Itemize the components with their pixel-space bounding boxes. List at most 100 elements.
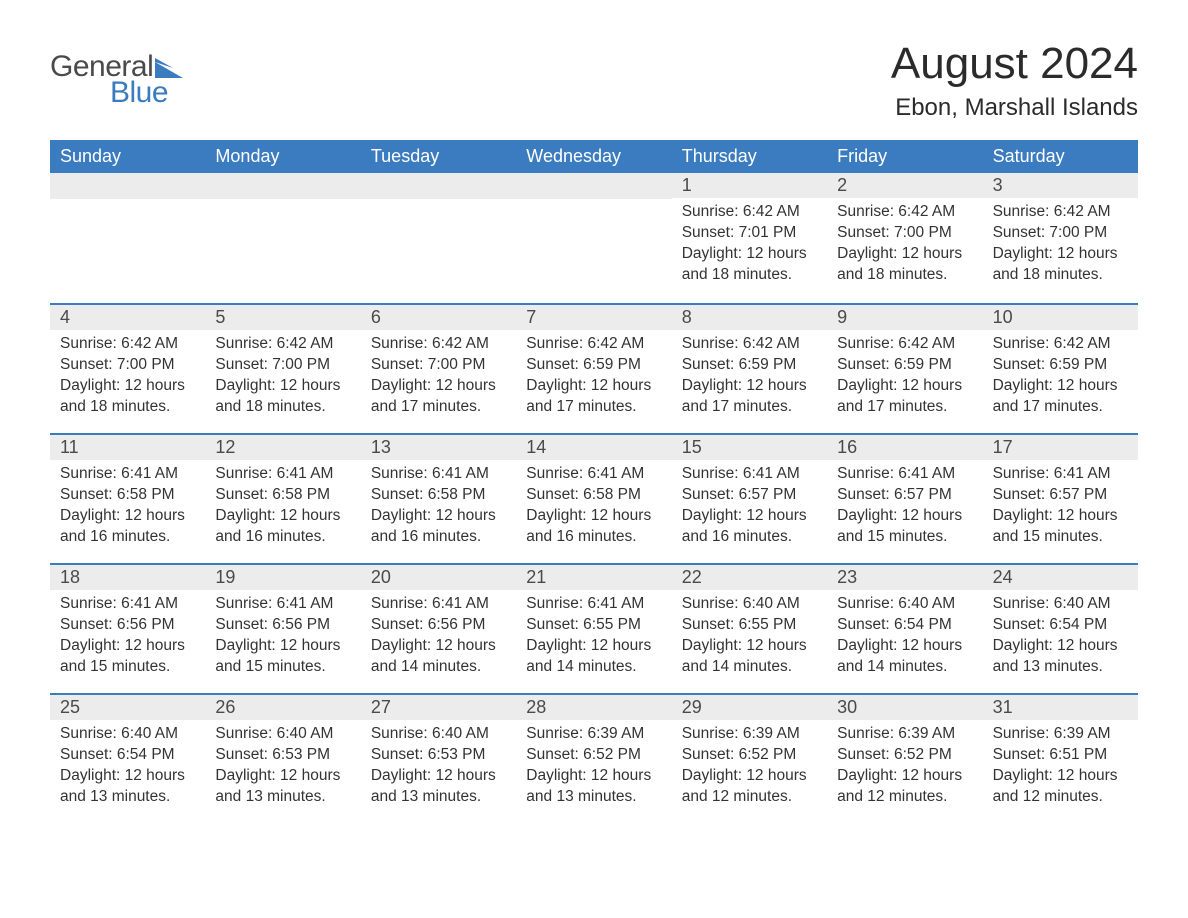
sunrise-text: Sunrise: 6:41 AM <box>837 464 976 485</box>
sunrise-text: Sunrise: 6:39 AM <box>682 724 821 745</box>
day-details: Sunrise: 6:41 AMSunset: 6:58 PMDaylight:… <box>522 464 665 548</box>
sunrise-text: Sunrise: 6:41 AM <box>215 594 354 615</box>
day-details: Sunrise: 6:39 AMSunset: 6:52 PMDaylight:… <box>678 724 821 808</box>
day-details: Sunrise: 6:40 AMSunset: 6:54 PMDaylight:… <box>56 724 199 808</box>
sunrise-text: Sunrise: 6:42 AM <box>526 334 665 355</box>
sunset-text: Sunset: 6:53 PM <box>215 745 354 766</box>
day-details: Sunrise: 6:41 AMSunset: 6:57 PMDaylight:… <box>678 464 821 548</box>
day-number: 10 <box>993 307 1013 327</box>
day-details: Sunrise: 6:40 AMSunset: 6:54 PMDaylight:… <box>833 594 976 678</box>
sunset-text: Sunset: 6:56 PM <box>215 615 354 636</box>
day-details: Sunrise: 6:39 AMSunset: 6:52 PMDaylight:… <box>522 724 665 808</box>
day-cell: 21Sunrise: 6:41 AMSunset: 6:55 PMDayligh… <box>516 565 671 693</box>
day-cell: 24Sunrise: 6:40 AMSunset: 6:54 PMDayligh… <box>983 565 1138 693</box>
sunset-text: Sunset: 6:58 PM <box>215 485 354 506</box>
day-number-row: 28 <box>516 695 671 720</box>
sunrise-text: Sunrise: 6:41 AM <box>526 464 665 485</box>
day-details: Sunrise: 6:41 AMSunset: 6:56 PMDaylight:… <box>367 594 510 678</box>
weekday-header: Friday <box>827 140 982 173</box>
day-number: 25 <box>60 697 80 717</box>
day-number: 21 <box>526 567 546 587</box>
week-row: 4Sunrise: 6:42 AMSunset: 7:00 PMDaylight… <box>50 303 1138 433</box>
empty-day-number-row <box>50 173 205 199</box>
daylight-text: Daylight: 12 hours and 13 minutes. <box>371 766 510 808</box>
sunrise-text: Sunrise: 6:42 AM <box>215 334 354 355</box>
sunrise-text: Sunrise: 6:42 AM <box>837 334 976 355</box>
sunrise-text: Sunrise: 6:39 AM <box>837 724 976 745</box>
day-number-row: 31 <box>983 695 1138 720</box>
day-number: 28 <box>526 697 546 717</box>
day-cell: 29 Sunrise: 6:39 AMSunset: 6:52 PMDayligh… <box>672 695 827 823</box>
day-number: 4 <box>60 307 70 327</box>
day-number: 3 <box>993 175 1003 195</box>
day-number-row: 2 <box>827 173 982 198</box>
sunset-text: Sunset: 6:59 PM <box>993 355 1132 376</box>
day-number: 30 <box>837 697 857 717</box>
day-number: 9 <box>837 307 847 327</box>
day-number-row: 1 <box>672 173 827 198</box>
day-details: Sunrise: 6:41 AMSunset: 6:58 PMDaylight:… <box>211 464 354 548</box>
day-number-row: 12 <box>205 435 360 460</box>
day-number: 29 <box>682 697 702 717</box>
daylight-text: Daylight: 12 hours and 13 minutes. <box>60 766 199 808</box>
sunset-text: Sunset: 6:53 PM <box>371 745 510 766</box>
day-number-row: 24 <box>983 565 1138 590</box>
daylight-text: Daylight: 12 hours and 17 minutes. <box>993 376 1132 418</box>
sunrise-text: Sunrise: 6:40 AM <box>837 594 976 615</box>
day-cell <box>50 173 205 303</box>
day-number-row: 10 <box>983 305 1138 330</box>
daylight-text: Daylight: 12 hours and 16 minutes. <box>60 506 199 548</box>
week-row: 11Sunrise: 6:41 AMSunset: 6:58 PMDayligh… <box>50 433 1138 563</box>
day-number: 8 <box>682 307 692 327</box>
daylight-text: Daylight: 12 hours and 15 minutes. <box>993 506 1132 548</box>
day-details: Sunrise: 6:39 AMSunset: 6:51 PMDaylight:… <box>989 724 1132 808</box>
day-number: 23 <box>837 567 857 587</box>
sunrise-text: Sunrise: 6:40 AM <box>371 724 510 745</box>
daylight-text: Daylight: 12 hours and 15 minutes. <box>837 506 976 548</box>
day-number: 14 <box>526 437 546 457</box>
daylight-text: Daylight: 12 hours and 12 minutes. <box>837 766 976 808</box>
sunrise-text: Sunrise: 6:41 AM <box>60 594 199 615</box>
sunrise-text: Sunrise: 6:41 AM <box>215 464 354 485</box>
day-number: 17 <box>993 437 1013 457</box>
sunrise-text: Sunrise: 6:39 AM <box>526 724 665 745</box>
day-number-row: 23 <box>827 565 982 590</box>
day-details: Sunrise: 6:42 AMSunset: 7:00 PMDaylight:… <box>989 202 1132 286</box>
day-number-row: 30 <box>827 695 982 720</box>
daylight-text: Daylight: 12 hours and 18 minutes. <box>60 376 199 418</box>
sunset-text: Sunset: 6:54 PM <box>993 615 1132 636</box>
title-block: August 2024 Ebon, Marshall Islands <box>891 40 1138 122</box>
month-title: August 2024 <box>891 40 1138 88</box>
day-cell: 4Sunrise: 6:42 AMSunset: 7:00 PMDaylight… <box>50 305 205 433</box>
day-number-row: 3 <box>983 173 1138 198</box>
day-cell: 23 Sunrise: 6:40 AMSunset: 6:54 PMDayligh… <box>827 565 982 693</box>
calendar-grid: Sunday Monday Tuesday Wednesday Thursday… <box>50 140 1138 823</box>
sunrise-text: Sunrise: 6:40 AM <box>682 594 821 615</box>
day-number-row: 19 <box>205 565 360 590</box>
weekday-header: Monday <box>205 140 360 173</box>
day-cell: 9 Sunrise: 6:42 AMSunset: 6:59 PMDaylight… <box>827 305 982 433</box>
day-number: 16 <box>837 437 857 457</box>
day-cell: 11Sunrise: 6:41 AMSunset: 6:58 PMDayligh… <box>50 435 205 563</box>
sunrise-text: Sunrise: 6:42 AM <box>993 202 1132 223</box>
weekday-header-row: Sunday Monday Tuesday Wednesday Thursday… <box>50 140 1138 173</box>
daylight-text: Daylight: 12 hours and 17 minutes. <box>526 376 665 418</box>
day-details: Sunrise: 6:42 AMSunset: 6:59 PMDaylight:… <box>989 334 1132 418</box>
day-cell: 18Sunrise: 6:41 AMSunset: 6:56 PMDayligh… <box>50 565 205 693</box>
sunset-text: Sunset: 6:56 PM <box>60 615 199 636</box>
day-cell: 31 Sunrise: 6:39 AMSunset: 6:51 PMDayligh… <box>983 695 1138 823</box>
sunrise-text: Sunrise: 6:42 AM <box>837 202 976 223</box>
daylight-text: Daylight: 12 hours and 18 minutes. <box>837 244 976 286</box>
daylight-text: Daylight: 12 hours and 17 minutes. <box>682 376 821 418</box>
day-number-row: 11 <box>50 435 205 460</box>
day-number-row: 14 <box>516 435 671 460</box>
day-number: 15 <box>682 437 702 457</box>
day-details: Sunrise: 6:42 AMSunset: 6:59 PMDaylight:… <box>833 334 976 418</box>
day-number: 31 <box>993 697 1013 717</box>
weekday-header: Sunday <box>50 140 205 173</box>
sunrise-text: Sunrise: 6:41 AM <box>60 464 199 485</box>
sunset-text: Sunset: 6:59 PM <box>682 355 821 376</box>
weekday-header: Tuesday <box>361 140 516 173</box>
day-cell: 17Sunrise: 6:41 AMSunset: 6:57 PMDayligh… <box>983 435 1138 563</box>
day-cell: 3 Sunrise: 6:42 AMSunset: 7:00 PMDaylight… <box>983 173 1138 303</box>
